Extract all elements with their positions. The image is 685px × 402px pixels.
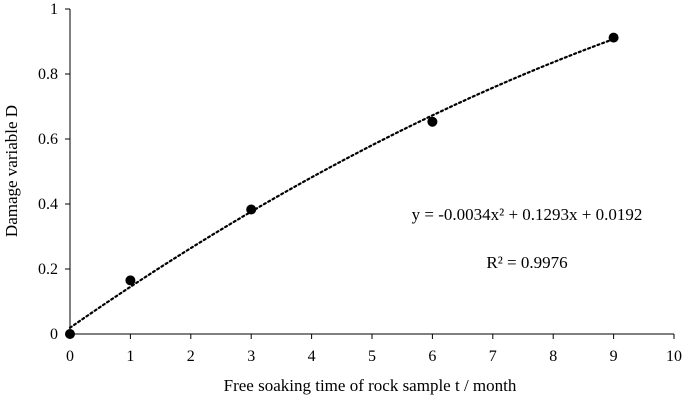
data-point <box>427 116 438 127</box>
x-tick-label: 2 <box>187 348 195 365</box>
x-axis-title: Free soaking time of rock sample t / mon… <box>224 376 517 395</box>
x-tick-label: 9 <box>610 348 618 365</box>
y-tick-label: 0 <box>50 326 58 343</box>
data-point <box>246 204 257 215</box>
axes-group <box>69 9 674 335</box>
y-ticks-group: 0 0.2 0.4 0.6 0.8 1 <box>38 1 70 343</box>
x-tick-label: 4 <box>308 348 316 365</box>
y-axis-title: Damage variable D <box>2 105 21 237</box>
data-point <box>125 275 136 286</box>
x-ticks-group: 0 1 2 3 4 5 6 7 8 9 10 <box>66 334 682 365</box>
x-tick-label: 3 <box>247 348 255 365</box>
y-tick-label: 0.8 <box>38 66 58 83</box>
y-tick-label: 0.6 <box>38 131 58 148</box>
x-tick-label: 10 <box>666 348 682 365</box>
y-tick-label: 0.4 <box>38 196 58 213</box>
x-tick-label: 1 <box>126 348 134 365</box>
y-tick-label: 0.2 <box>38 261 58 278</box>
r-squared-annotation: R² = 0.9976 <box>486 253 567 272</box>
x-tick-label: 5 <box>368 348 376 365</box>
data-points-group <box>65 32 619 339</box>
data-point <box>65 329 75 339</box>
y-tick-label: 1 <box>50 1 58 18</box>
equation-annotation: y = -0.0034x² + 0.1293x + 0.0192 <box>412 205 643 224</box>
x-tick-label: 8 <box>549 348 557 365</box>
trendline <box>68 37 615 329</box>
x-tick-label: 6 <box>428 348 436 365</box>
x-tick-label: 0 <box>66 348 74 365</box>
x-tick-label: 7 <box>489 348 497 365</box>
data-point <box>608 32 619 43</box>
